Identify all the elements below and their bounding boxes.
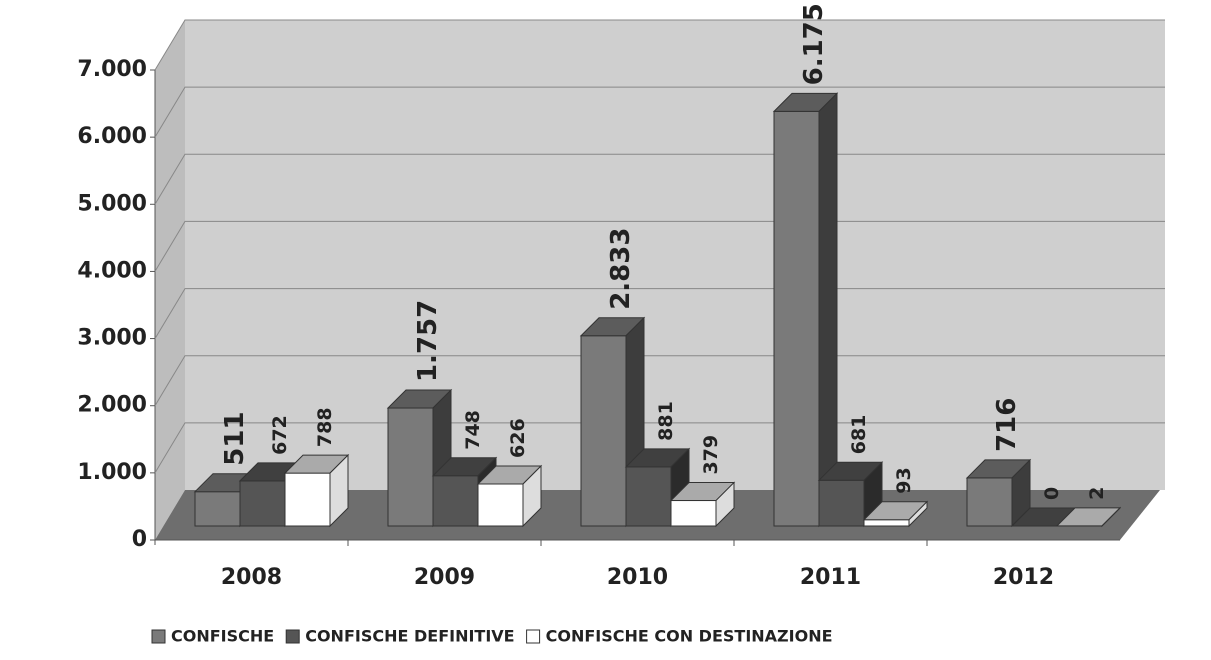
bar-side [522,464,542,528]
y-tick-label: 4.000 [77,258,147,283]
value-label: 626 [507,418,529,458]
legend-swatch [151,629,166,644]
grid-line [154,86,1165,138]
bar-front [477,483,524,527]
bar-side [329,453,349,528]
grid-line [154,220,1165,272]
grid-line [154,288,1165,339]
value-label: 881 [655,401,677,441]
y-tick-label: 0 [132,527,147,552]
bar-front [387,407,434,527]
value-label: 748 [462,410,484,450]
bar-side [715,481,735,528]
bar-front [818,479,865,527]
value-label: 681 [848,415,870,455]
grid-line [154,422,1165,474]
back-wall [185,20,1165,490]
legend-swatch [526,629,541,644]
y-tick-label: 5.000 [77,191,147,216]
x-tick-label: 2009 [414,565,475,590]
legend-swatch [285,629,300,644]
value-label: 511 [220,411,250,465]
bar-side [908,500,928,528]
value-label: 0 [1041,487,1063,500]
bar-front [432,475,479,527]
y-tick-label: 3.000 [77,326,147,351]
x-tick-label: 2008 [221,565,282,590]
bar-front [966,477,1013,527]
bar-front [580,335,627,527]
x-tick-label: 2012 [993,565,1054,590]
y-tick-label: 6.000 [77,124,147,149]
bar-front [625,466,672,527]
value-label: 93 [893,467,915,493]
value-label: 788 [314,407,336,447]
bar-front [863,519,910,527]
value-label: 716 [992,398,1022,452]
bar-front [773,110,820,527]
grid-line [154,355,1165,406]
legend-label: CONFISCHE [171,627,274,646]
bar-front [194,491,241,527]
side-wall [155,20,185,540]
value-label: 6.175 [799,3,829,85]
bar-side [1101,506,1121,528]
y-tick-label: 1.000 [77,460,147,485]
value-label: 672 [269,415,291,455]
value-label: 2.833 [606,228,636,310]
value-label: 379 [700,435,722,475]
value-label: 1.757 [413,300,443,382]
y-tick-label: 2.000 [77,393,147,418]
bar-side [818,92,838,528]
bar-front [239,480,286,527]
value-label: 2 [1086,487,1108,500]
bar-front [284,472,331,527]
y-tick-label: 7.000 [77,57,147,82]
legend-label: CONFISCHE CON DESTINAZIONE [546,627,833,646]
grid-line [154,153,1165,205]
grid-line [154,19,1165,71]
x-tick-label: 2011 [800,565,861,590]
x-tick-label: 2010 [607,565,668,590]
bar-front [670,500,717,527]
legend-label: CONFISCHE DEFINITIVE [305,627,514,646]
